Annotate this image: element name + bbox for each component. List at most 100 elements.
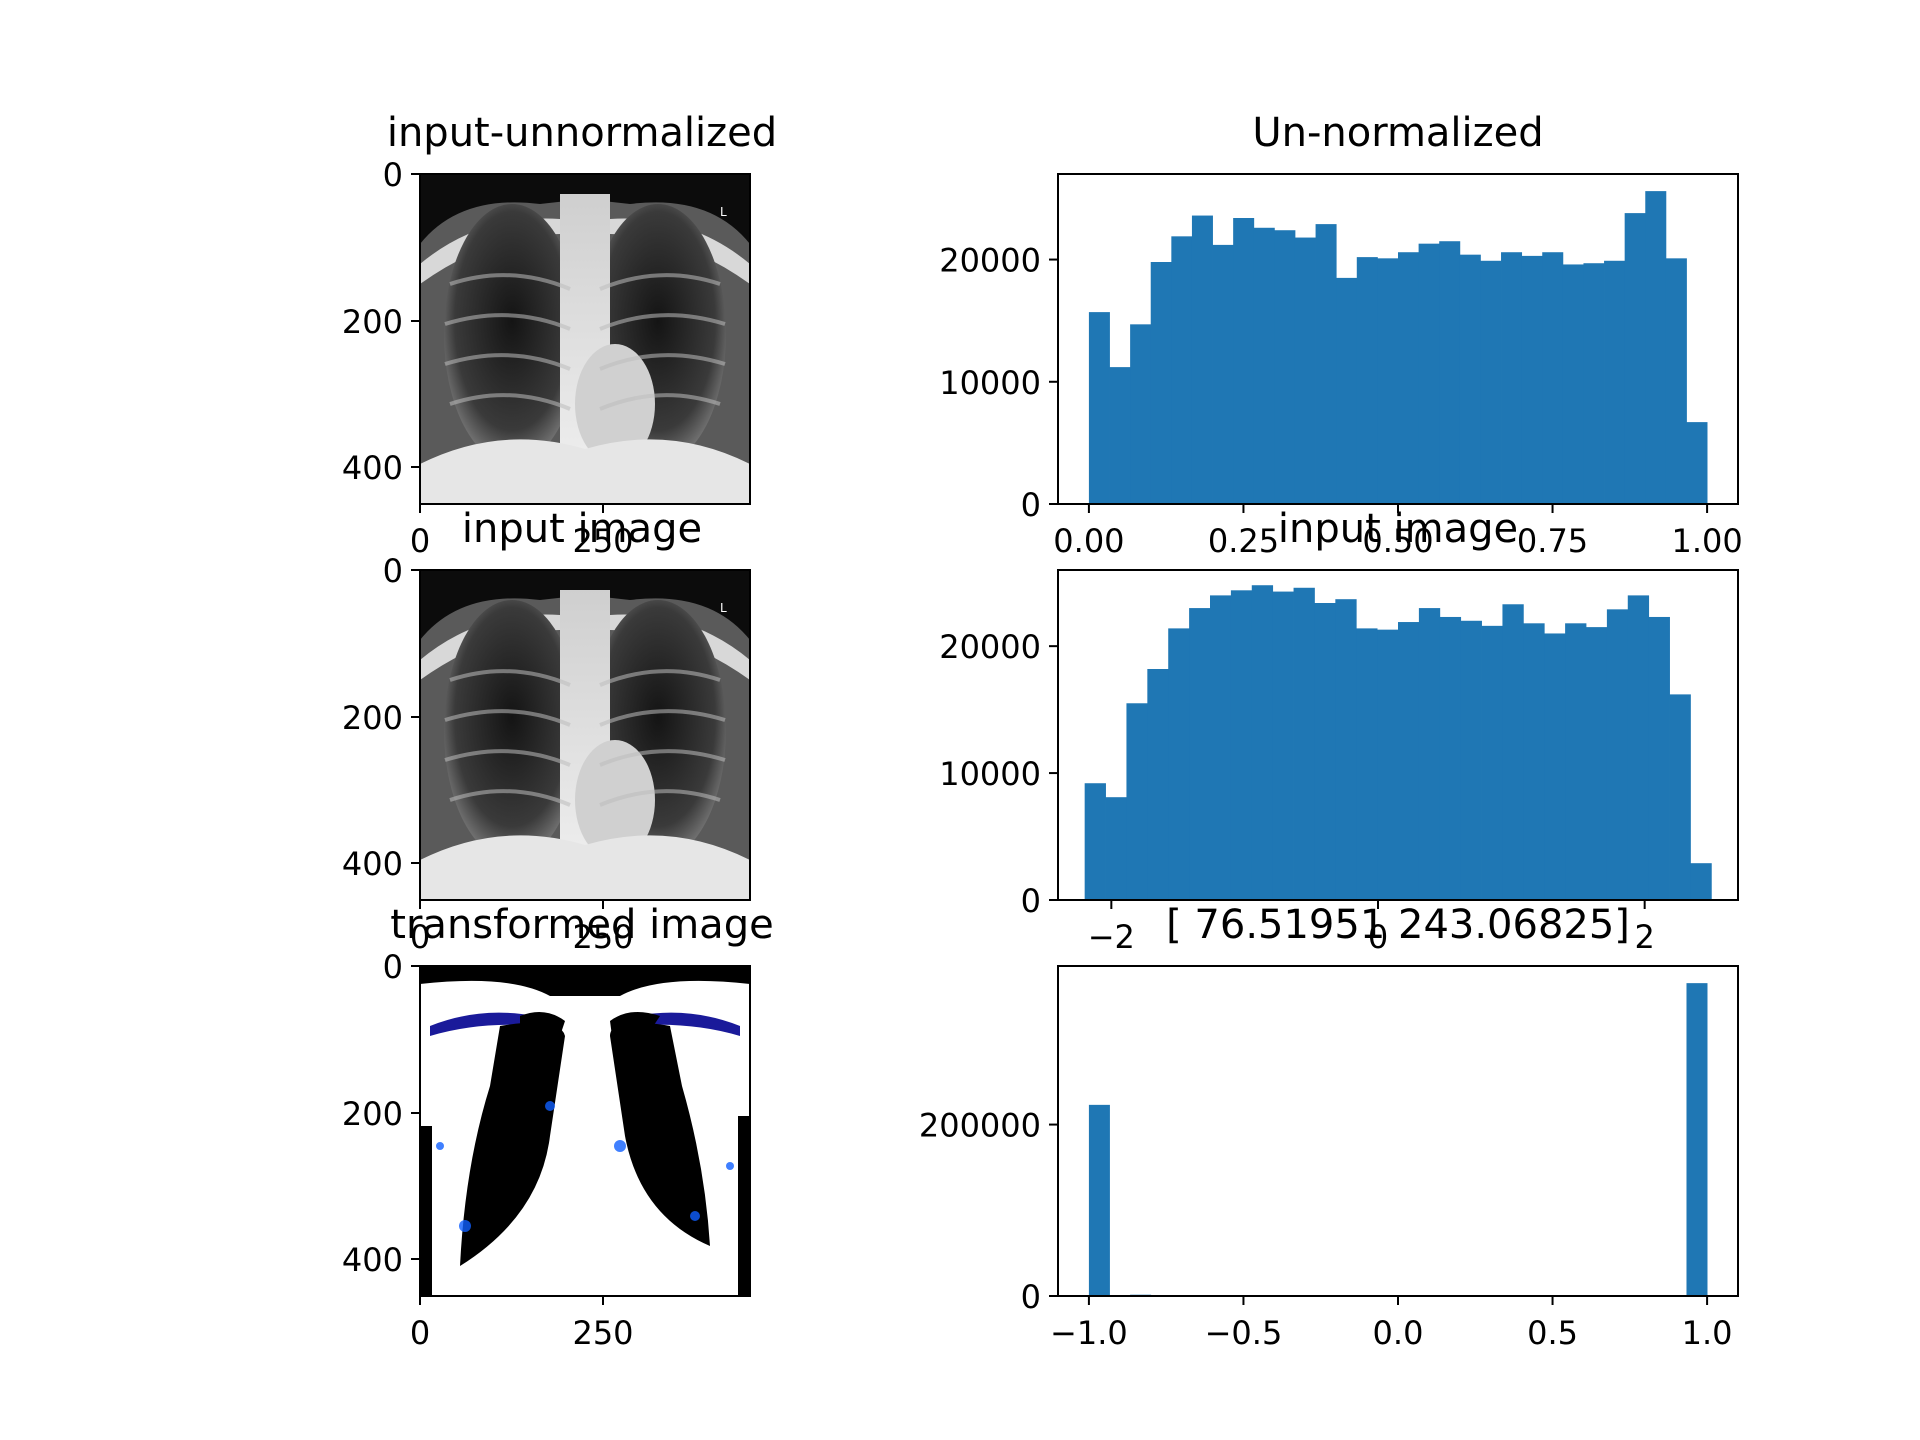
y-tick-label: 10000 — [939, 755, 1041, 793]
x-ticks: 0 250 — [410, 504, 634, 560]
histogram-bar — [1501, 252, 1523, 504]
histogram-bar — [1669, 694, 1691, 900]
y-tick-label: 0 — [383, 948, 403, 986]
histogram-bar — [1315, 224, 1337, 504]
xray-image — [420, 570, 750, 900]
x-tick-label: 1.0 — [1682, 1314, 1733, 1352]
panel-transformed-image: transformed image 0 200 400 0 250 — [342, 902, 774, 1352]
x-tick-label: −1.0 — [1050, 1314, 1128, 1352]
histogram-bar — [1521, 255, 1543, 504]
x-tick-label: 0.0 — [1373, 1314, 1424, 1352]
panel-title: input image — [1278, 506, 1518, 552]
histogram-bar — [1189, 608, 1211, 900]
x-ticks: 0 250 — [410, 1296, 634, 1352]
y-tick-label: 0 — [1021, 486, 1041, 524]
histogram-bar — [1586, 627, 1608, 900]
panel-title: transformed image — [390, 902, 773, 948]
histogram-bar — [1274, 230, 1296, 504]
histogram-bar — [1645, 191, 1667, 504]
y-tick-label: 10000 — [939, 364, 1041, 402]
histogram-bar — [1377, 629, 1399, 900]
histogram-bar — [1439, 616, 1462, 900]
histogram-bar — [1251, 585, 1274, 900]
histogram-transformed: [ 76.51951 243.06825] −1.0 −0.5 0.0 0.5 1.0 0 2… — [919, 902, 1739, 1352]
histogram-bar — [1523, 623, 1545, 900]
histogram-bar — [1686, 983, 1708, 1296]
axes-frame — [1057, 965, 1739, 1297]
histogram-bar — [1398, 252, 1420, 504]
x-tick-label: −0.5 — [1205, 1314, 1283, 1352]
histogram-bar — [1171, 236, 1193, 505]
histogram-bar — [1150, 262, 1172, 504]
y-tick-label: 0 — [383, 156, 403, 194]
histogram-bar — [1418, 243, 1440, 504]
panel-title: Un-normalized — [1252, 110, 1543, 156]
y-tick-label: 200 — [342, 699, 403, 737]
x-tick-label: 0.50 — [1362, 522, 1433, 560]
panel-input-image: input image 0 200 400 0 250 — [342, 506, 751, 956]
histogram-bar — [1130, 324, 1152, 504]
histogram-bar — [1294, 237, 1316, 505]
histogram-bar — [1212, 244, 1234, 504]
histogram-bar — [1439, 241, 1461, 504]
y-tick-label: 20000 — [939, 242, 1041, 280]
y-tick-label: 200000 — [919, 1107, 1041, 1145]
histogram-bar — [1502, 604, 1524, 900]
histogram-bar — [1583, 263, 1605, 504]
y-tick-label: 200 — [342, 1095, 403, 1133]
histogram-bar — [1356, 257, 1378, 504]
histogram-bar — [1233, 218, 1255, 504]
histogram-bar — [1109, 367, 1131, 504]
image-frame — [419, 965, 751, 1297]
y-tick-label: 0 — [383, 552, 403, 590]
histogram-bar — [1459, 254, 1481, 504]
histogram-bar — [1191, 215, 1213, 505]
histogram-bar — [1088, 1104, 1110, 1296]
x-tick-label: 0.25 — [1208, 522, 1279, 560]
xray-image — [420, 174, 750, 504]
histogram-bar — [1544, 633, 1566, 900]
x-tick-label: 0.5 — [1527, 1314, 1578, 1352]
y-tick-label: 400 — [342, 845, 403, 883]
histogram-bar — [1336, 277, 1358, 504]
image-frame — [419, 569, 751, 901]
histogram-bar — [1126, 703, 1148, 900]
x-tick-label: 2 — [1634, 918, 1654, 956]
histogram-bar — [1210, 595, 1232, 900]
histogram-bar — [1460, 620, 1482, 900]
y-tick-label: 400 — [342, 449, 403, 487]
panel-input-unnormalized: input-unnormalized 0 200 400 0 250 — [342, 110, 777, 560]
histogram-bar — [1168, 628, 1190, 900]
panel-title: [ 76.51951 243.06825] — [1166, 902, 1630, 948]
y-tick-label: 400 — [342, 1241, 403, 1279]
axes-frame — [1057, 569, 1739, 901]
histogram-bar — [1686, 422, 1708, 504]
histogram-bar — [1293, 587, 1315, 900]
histogram-bar — [1606, 609, 1629, 900]
histogram-bar — [1147, 669, 1169, 900]
panel-title: input image — [462, 506, 702, 552]
histogram-bar — [1356, 628, 1378, 900]
histogram-bar — [1253, 227, 1275, 504]
x-tick-label: −2 — [1088, 918, 1135, 956]
histogram-bar — [1604, 260, 1626, 504]
histogram-bar — [1084, 783, 1106, 900]
histogram-bar — [1542, 252, 1564, 504]
x-ticks: 0 250 — [410, 900, 634, 956]
histogram-bar — [1272, 591, 1294, 900]
y-tick-label: 200 — [342, 303, 403, 341]
histogram-bar — [1377, 258, 1399, 504]
histogram-bar — [1105, 797, 1127, 900]
panel-title: input-unnormalized — [387, 110, 777, 156]
histogram-bar — [1398, 622, 1420, 900]
x-tick-label: 1.00 — [1671, 522, 1742, 560]
histogram-bar — [1481, 625, 1503, 900]
histogram-bar — [1480, 260, 1502, 504]
histogram-input-image: input image −2 0 2 0 10000 20000 — [939, 506, 1739, 956]
y-tick-label: 0 — [1021, 882, 1041, 920]
histogram-bar — [1230, 590, 1253, 900]
x-tick-label: 0 — [410, 918, 430, 956]
x-tick-label: 0 — [1368, 918, 1388, 956]
y-tick-label: 20000 — [939, 628, 1041, 666]
